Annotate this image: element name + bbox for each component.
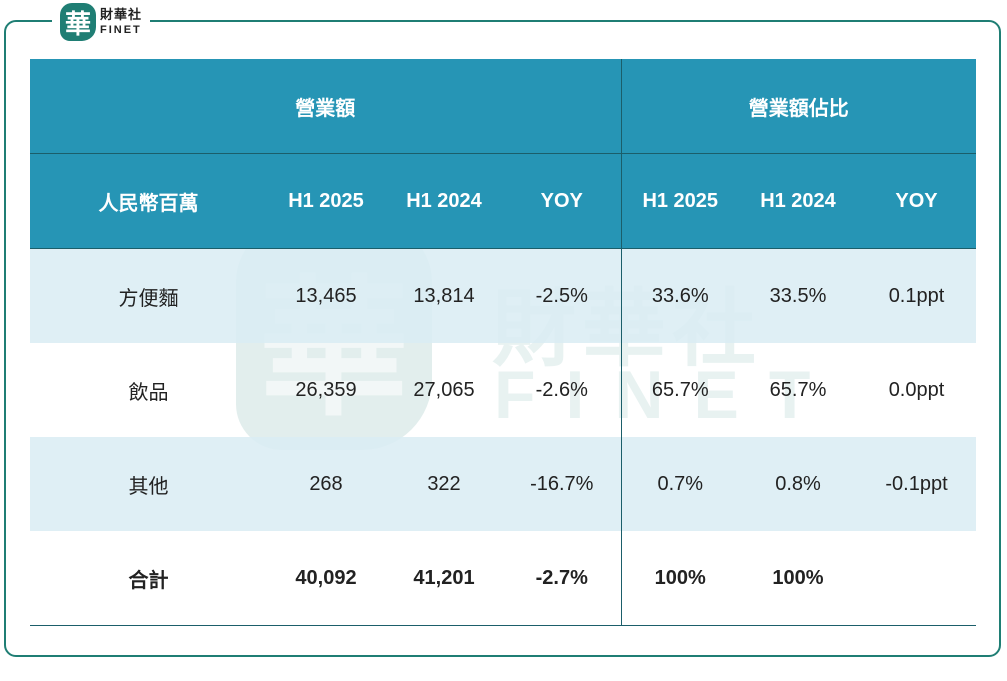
cell-rev-yoy: -2.7% [503, 531, 622, 626]
group-header-share: 營業額佔比 [621, 59, 976, 154]
brand-name-en: FINET [100, 23, 142, 36]
cell-rev-yoy: -16.7% [503, 437, 622, 531]
cell-share-yoy: -0.1ppt [857, 437, 976, 531]
cell-share-h1-2025: 33.6% [621, 248, 739, 343]
outer-frame [4, 20, 1001, 657]
column-header-rev-h1-2025: H1 2025 [267, 153, 385, 249]
brand-logo: 華 財華社 FINET [52, 2, 151, 42]
cell-share-h1-2025: 0.7% [621, 437, 739, 531]
cell-share-h1-2025: 100% [621, 531, 739, 626]
column-header-share-h1-2025: H1 2025 [621, 153, 739, 249]
row-label: 合計 [30, 531, 267, 626]
cell-rev-h1-2025: 13,465 [267, 248, 385, 343]
cell-rev-h1-2025: 268 [267, 437, 385, 531]
column-header-row: 人民幣百萬 H1 2025 H1 2024 YOY H1 2025 H1 202… [30, 153, 976, 249]
cell-rev-h1-2024: 41,201 [385, 531, 503, 626]
cell-rev-yoy: -2.6% [503, 343, 622, 437]
table-row-instant-noodles: 方便麵 13,465 13,814 -2.5% 33.6% 33.5% 0.1p… [30, 248, 976, 343]
cell-rev-h1-2025: 40,092 [267, 531, 385, 626]
revenue-table: 營業額 營業額佔比 人民幣百萬 H1 2025 H1 2024 YOY H1 2… [30, 59, 976, 626]
row-label: 飲品 [128, 379, 169, 404]
cell-rev-h1-2025: 26,359 [295, 378, 357, 401]
column-header-share-yoy: YOY [857, 153, 976, 249]
cell-share-h1-2025: 65.7% [651, 378, 709, 401]
row-label: 方便麵 [30, 248, 267, 343]
brand-name-cn: 財華社 [100, 7, 143, 23]
cell-share-h1-2024: 65.7% [769, 378, 827, 401]
cell-share-yoy: 0.1ppt [857, 248, 976, 343]
group-header-row: 營業額 營業額佔比 [30, 59, 976, 154]
table-row-beverages: 飲品 26,359 27,065 -2.6% 65.7% 65.7% 0.0pp… [30, 343, 976, 437]
column-header-rev-h1-2024: H1 2024 [385, 153, 503, 249]
column-header-unit: 人民幣百萬 [30, 153, 267, 249]
brand-wordmark: 財華社 FINET [100, 9, 142, 36]
column-header-rev-yoy: YOY [503, 153, 622, 249]
cell-share-h1-2024: 100% [739, 531, 857, 626]
cell-rev-yoy: -2.5% [503, 248, 622, 343]
cell-share-h1-2024: 0.8% [739, 437, 857, 531]
cell-share-yoy [857, 531, 976, 626]
group-header-revenue: 營業額 [30, 59, 622, 154]
cell-rev-h1-2024: 27,065 [413, 378, 475, 401]
row-label: 其他 [30, 437, 267, 531]
cell-share-yoy: 0.0ppt [888, 378, 945, 401]
column-header-share-h1-2024: H1 2024 [739, 153, 857, 249]
cell-share-h1-2024: 33.5% [739, 248, 857, 343]
table-row-others: 其他 268 322 -16.7% 0.7% 0.8% -0.1ppt [30, 437, 976, 531]
cell-rev-h1-2024: 322 [385, 437, 503, 531]
table-row-total: 合計 40,092 41,201 -2.7% 100% 100% [30, 531, 976, 626]
brand-mark-icon: 華 [60, 3, 96, 41]
cell-rev-h1-2024: 13,814 [385, 248, 503, 343]
